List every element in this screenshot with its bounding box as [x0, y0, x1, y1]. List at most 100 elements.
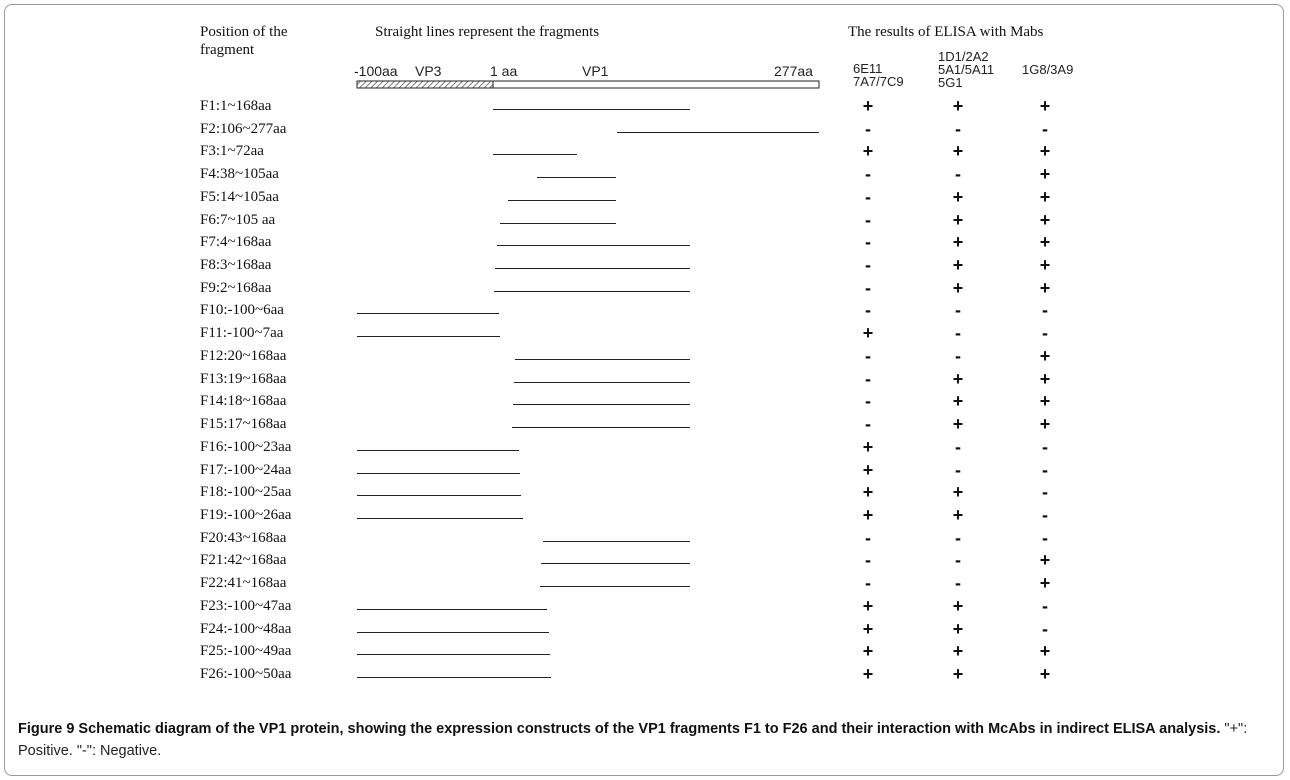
- fragment-label: F23:-100~47aa: [200, 597, 292, 614]
- elisa-result-mab-group-2: +: [952, 277, 964, 298]
- fragment-line: [357, 472, 521, 474]
- elisa-result-mab-group-3: +: [1039, 164, 1051, 185]
- protein-bar: [356, 80, 820, 89]
- fragment-line: [357, 313, 499, 315]
- elisa-result-mab-group-2: +: [952, 96, 964, 116]
- elisa-result-mab-group-3: -: [1042, 300, 1048, 321]
- fragment-line: [495, 268, 691, 270]
- fragment-line: [513, 404, 691, 406]
- header-position-line2: fragment: [200, 42, 255, 58]
- fragment-label: F24:-100~48aa: [200, 620, 292, 637]
- fragment-label: F10:-100~6aa: [200, 302, 284, 319]
- fragment-label: F4:38~105aa: [200, 166, 279, 183]
- elisa-result-mab-group-1: -: [865, 209, 871, 230]
- elisa-result-mab-group-1: -: [865, 300, 871, 321]
- elisa-result-mab-group-3: +: [1039, 277, 1051, 298]
- fragment-line: [511, 427, 691, 429]
- fragment-label: F21:42~168aa: [200, 552, 287, 569]
- elisa-result-mab-group-3: +: [1039, 232, 1051, 253]
- elisa-result-mab-group-1: +: [862, 504, 874, 525]
- fragment-label: F1:1~168aa: [200, 98, 272, 114]
- fragment-line: [514, 381, 691, 383]
- elisa-result-mab-group-3: +: [1039, 345, 1051, 366]
- elisa-result-mab-group-1: +: [862, 618, 874, 639]
- fragment-line: [496, 245, 691, 247]
- mab-group-3-label: 1G8/3A9: [1022, 62, 1074, 77]
- scale-vp1-label: VP1: [582, 63, 609, 79]
- fragment-label: F26:-100~50aa: [200, 666, 292, 682]
- elisa-result-mab-group-2: +: [952, 595, 964, 616]
- elisa-result-mab-group-3: -: [1042, 618, 1048, 639]
- fragment-label: F11:-100~7aa: [200, 325, 284, 342]
- fragment-line: [515, 358, 691, 360]
- fragment-line: [357, 677, 551, 678]
- elisa-result-mab-group-2: +: [952, 641, 964, 662]
- elisa-result-mab-group-3: +: [1039, 96, 1051, 116]
- fragment-line: [542, 540, 691, 542]
- fragment-label: F14:18~168aa: [200, 393, 287, 410]
- elisa-result-mab-group-1: -: [865, 391, 871, 412]
- elisa-result-mab-group-2: -: [955, 527, 961, 548]
- fragment-label: F18:-100~25aa: [200, 484, 292, 501]
- fragment-label: F16:-100~23aa: [200, 438, 292, 455]
- elisa-result-mab-group-3: +: [1039, 368, 1051, 389]
- fragment-line: [493, 109, 691, 110]
- fragment-line: [508, 199, 616, 201]
- elisa-result-mab-group-3: +: [1039, 391, 1051, 412]
- figure-panel: Position of the fragment Straight lines …: [200, 24, 1074, 684]
- elisa-result-mab-group-1: -: [865, 118, 871, 139]
- elisa-result-mab-group-2: +: [952, 232, 964, 253]
- elisa-result-mab-group-2: +: [952, 664, 964, 684]
- fragment-label: F22:41~168aa: [200, 575, 287, 592]
- elisa-result-mab-group-3: -: [1042, 482, 1048, 503]
- elisa-result-mab-group-1: -: [865, 345, 871, 366]
- elisa-result-mab-group-2: -: [955, 323, 961, 344]
- elisa-result-mab-group-2: +: [952, 186, 964, 207]
- elisa-result-mab-group-2: -: [955, 164, 961, 185]
- elisa-result-mab-group-1: +: [862, 482, 874, 503]
- fragment-label: F9:2~168aa: [200, 279, 272, 296]
- elisa-result-mab-group-1: -: [865, 573, 871, 594]
- fragment-label: F15:17~168aa: [200, 416, 287, 433]
- elisa-result-mab-group-3: +: [1039, 209, 1051, 230]
- fragment-line: [500, 222, 616, 224]
- elisa-result-mab-group-3: -: [1042, 595, 1048, 616]
- elisa-result-mab-group-1: -: [865, 368, 871, 389]
- elisa-result-mab-group-2: +: [952, 504, 964, 525]
- elisa-result-mab-group-1: +: [862, 664, 874, 684]
- elisa-result-mab-group-3: -: [1042, 323, 1048, 344]
- header-elisa-title: The results of ELISA with Mabs: [848, 24, 1044, 40]
- elisa-result-mab-group-2: -: [955, 550, 961, 571]
- elisa-result-mab-group-2: -: [955, 118, 961, 139]
- elisa-result-mab-group-1: +: [862, 96, 874, 116]
- elisa-result-mab-group-1: -: [865, 527, 871, 548]
- elisa-result-mab-group-3: +: [1039, 255, 1051, 276]
- fragment-label: F3:1~72aa: [200, 143, 264, 160]
- elisa-result-mab-group-1: -: [865, 232, 871, 253]
- elisa-result-mab-group-3: +: [1039, 141, 1051, 162]
- elisa-result-mab-group-2: +: [952, 482, 964, 503]
- scale-right-label: 277aa: [774, 63, 813, 79]
- fragment-line: [357, 608, 548, 610]
- fragment-line: [357, 631, 549, 633]
- elisa-result-mab-group-2: +: [952, 209, 964, 230]
- fragment-label: F19:-100~26aa: [200, 506, 292, 523]
- fragment-label: F13:19~168aa: [200, 370, 287, 387]
- elisa-result-mab-group-2: +: [952, 368, 964, 389]
- scale-vp3-label: VP3: [415, 63, 442, 79]
- elisa-result-mab-group-2: -: [955, 573, 961, 594]
- elisa-result-mab-group-2: -: [955, 300, 961, 321]
- figure-frame: [4, 4, 1284, 776]
- fragment-line: [357, 495, 522, 497]
- scale-1aa-label: 1 aa: [490, 63, 518, 79]
- fragment-line: [494, 290, 691, 292]
- elisa-result-mab-group-2: -: [955, 345, 961, 366]
- elisa-result-mab-group-2: +: [952, 618, 964, 639]
- fragment-label: F17:-100~24aa: [200, 461, 292, 478]
- fragment-line: [357, 336, 501, 338]
- elisa-result-mab-group-3: +: [1039, 664, 1051, 684]
- header-lines-title: Straight lines represent the fragments: [375, 24, 600, 40]
- fragment-label: F20:43~168aa: [200, 529, 287, 546]
- elisa-result-mab-group-2: +: [952, 391, 964, 412]
- figure-caption: Figure 9 Schematic diagram of the VP1 pr…: [18, 718, 1268, 762]
